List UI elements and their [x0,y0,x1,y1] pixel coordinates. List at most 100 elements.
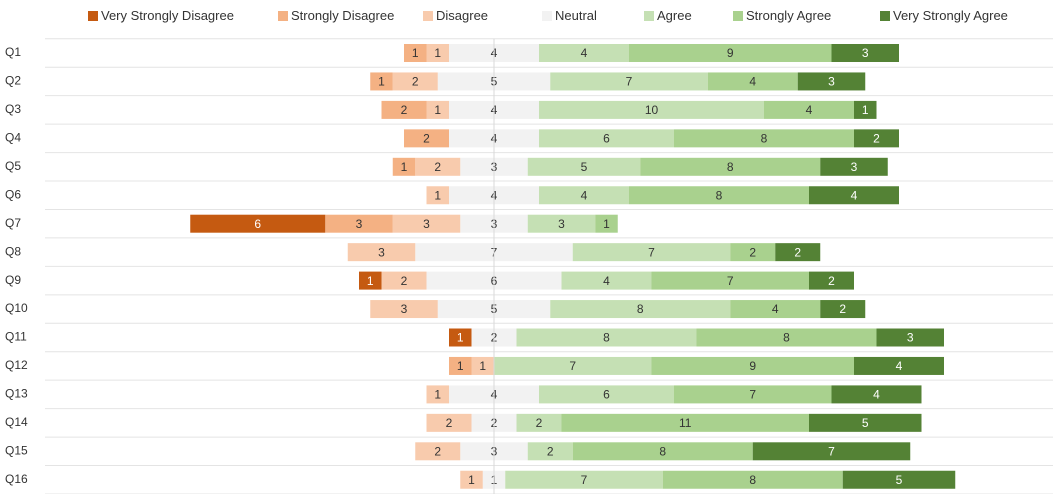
data-label: 1 [479,359,486,373]
bar-segment [449,328,472,347]
bar-segment [392,157,416,176]
data-label: 7 [569,359,576,373]
category-label: Q2 [5,74,21,88]
data-label: 6 [603,132,610,146]
bar-segment [842,470,956,489]
data-label: 2 [412,75,419,89]
data-label: 6 [254,217,261,231]
bar-segment [505,470,663,489]
data-label: 2 [547,444,554,458]
legend-label: Very Strongly Agree [893,8,1008,23]
data-label: 7 [828,444,835,458]
data-label: 2 [839,302,846,316]
data-label: 4 [806,103,813,117]
data-label: 1 [367,274,374,288]
bar-segment [550,300,731,319]
data-label: 1 [434,46,441,60]
data-label: 8 [716,188,723,202]
category-label: Q16 [5,472,28,486]
data-label: 2 [828,274,835,288]
data-label: 7 [727,274,734,288]
data-label: 2 [401,103,408,117]
bar-segment [527,157,641,176]
data-label: 8 [637,302,644,316]
bar-segment [449,356,472,375]
legend-label: Disagree [436,8,488,23]
data-label: 8 [603,331,610,345]
bar-segment [572,442,753,461]
category-label: Q11 [5,330,27,344]
legend-label: Neutral [555,8,597,23]
bar-segment [764,100,854,119]
bar-segment [359,271,382,290]
bar-segment [404,129,449,148]
bar-segment [820,300,866,319]
data-label: 2 [434,160,441,174]
data-label: 3 [558,217,565,231]
data-label: 9 [727,46,734,60]
bar-segment [561,413,809,432]
bar-segment [775,243,821,262]
data-label: 8 [761,132,768,146]
data-label: 7 [581,473,588,487]
data-label: 2 [434,444,441,458]
data-label: 3 [862,46,869,60]
data-label: 2 [446,416,453,430]
data-label: 2 [794,245,801,259]
data-label: 1 [434,103,441,117]
data-label: 3 [828,75,835,89]
bar-segment [392,72,438,91]
data-label: 2 [536,416,543,430]
bar-segment [426,186,449,205]
legend-swatch [423,11,433,21]
legend-swatch [644,11,654,21]
bar-segment [516,328,697,347]
legend-swatch [880,11,890,21]
data-label: 5 [896,473,903,487]
category-label: Q7 [5,216,21,230]
legend-swatch [88,11,98,21]
data-label: 2 [873,132,880,146]
data-label: 1 [457,331,464,345]
bar-segment [527,214,596,233]
data-label: 3 [851,160,858,174]
bar-segment [426,100,449,119]
category-label: Q8 [5,244,21,258]
data-label: 11 [679,416,692,430]
data-label: 6 [603,388,610,402]
bar-segment [415,157,461,176]
bar-segment [494,356,652,375]
data-label: 7 [648,245,655,259]
bar-segment [392,214,461,233]
legend-label: Strongly Disagree [291,8,394,23]
bar-segment [820,157,888,176]
legend-label: Very Strongly Disagree [101,8,234,23]
category-label: Q9 [5,273,21,287]
bar-segment [190,214,326,233]
bar-segment [426,385,449,404]
data-label: 4 [896,359,903,373]
bar-segment [539,186,629,205]
bar-segment [629,44,832,62]
data-label: 7 [749,388,756,402]
bar-segment [674,129,854,148]
data-label: 8 [727,160,734,174]
data-label: 2 [401,274,408,288]
data-label: 4 [851,188,858,202]
bar-segment [381,100,427,119]
data-label: 1 [468,473,475,487]
data-label: 7 [626,75,633,89]
data-label: 4 [749,75,756,89]
data-label: 1 [434,188,441,202]
category-label: Q5 [5,159,21,173]
bar-segment [854,356,944,375]
data-label: 4 [873,388,880,402]
data-label: 4 [772,302,779,316]
bar-segment [381,271,427,290]
category-label: Q4 [5,131,21,145]
bar-segment [876,328,944,347]
legend-label: Strongly Agree [746,8,831,23]
data-label: 1 [603,217,610,231]
bar-segment [662,470,843,489]
